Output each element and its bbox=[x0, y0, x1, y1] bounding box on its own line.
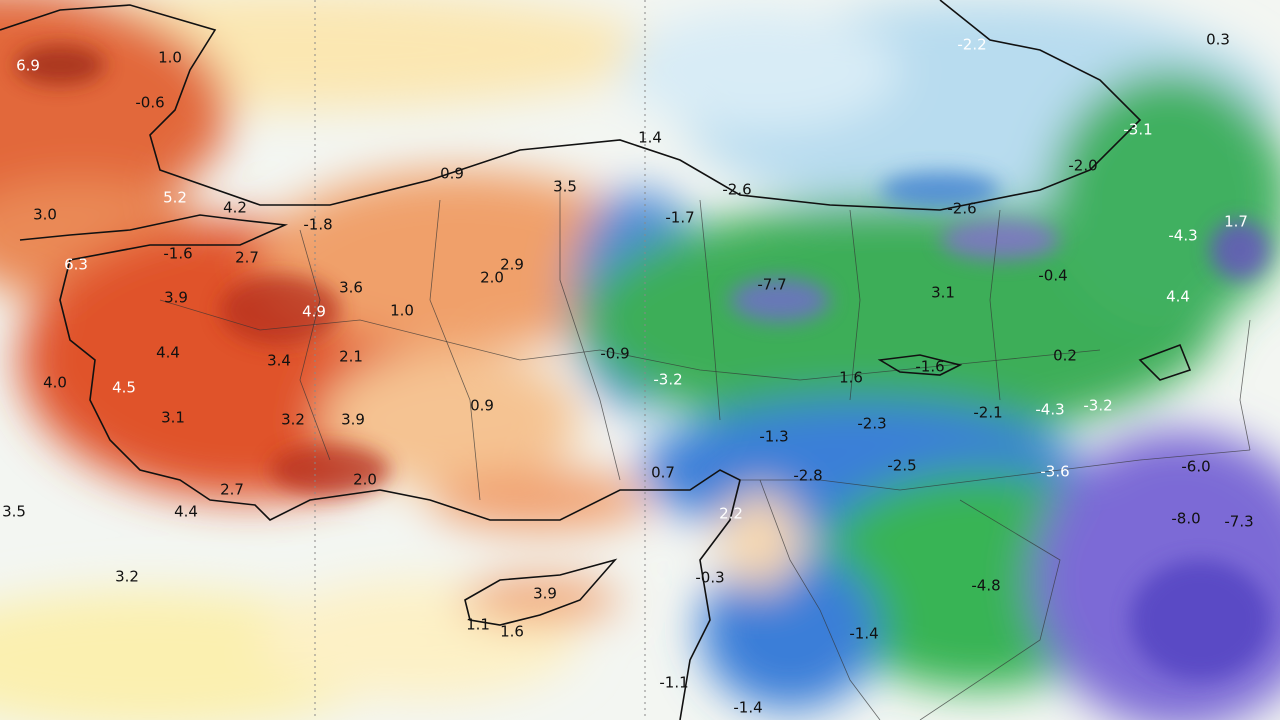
coastline bbox=[19, 214, 741, 720]
anomaly-value: -2.8 bbox=[793, 467, 822, 485]
graticule bbox=[314, 0, 646, 720]
anomaly-value: -4.3 bbox=[1035, 401, 1064, 419]
anomaly-value: 4.2 bbox=[223, 199, 247, 217]
anomaly-value: 0.2 bbox=[1053, 347, 1077, 365]
anomaly-value: -3.2 bbox=[653, 371, 682, 389]
anomaly-value: 2.7 bbox=[220, 481, 244, 499]
anomaly-value: 0.9 bbox=[470, 397, 494, 415]
anomaly-value: -1.4 bbox=[849, 625, 878, 643]
anomaly-value: -4.8 bbox=[971, 577, 1000, 595]
anomaly-value: 3.5 bbox=[553, 178, 577, 196]
anomaly-value: -2.6 bbox=[947, 200, 976, 218]
anomaly-value: -2.1 bbox=[973, 404, 1002, 422]
anomaly-value: 4.4 bbox=[174, 503, 198, 521]
anomaly-value: 4.5 bbox=[112, 379, 136, 397]
anomaly-value: 5.2 bbox=[163, 189, 187, 207]
anomaly-value: 3.6 bbox=[339, 279, 363, 297]
anomaly-value: -2.6 bbox=[722, 181, 751, 199]
anomaly-value: -2.0 bbox=[1068, 157, 1097, 175]
coastline bbox=[0, 0, 1142, 211]
anomaly-value: -1.1 bbox=[659, 674, 688, 692]
anomaly-value: 6.9 bbox=[16, 57, 40, 75]
anomaly-cells bbox=[15, 45, 1270, 680]
anomaly-value: -3.2 bbox=[1083, 397, 1112, 415]
anomaly-value: 2.0 bbox=[353, 471, 377, 489]
anomaly-value: -1.3 bbox=[759, 428, 788, 446]
border bbox=[919, 499, 1061, 720]
anomaly-value: 4.4 bbox=[156, 344, 180, 362]
border bbox=[159, 299, 1101, 381]
anomaly-value: -6.0 bbox=[1181, 458, 1210, 476]
anomaly-value: 3.5 bbox=[2, 503, 26, 521]
anomaly-value: 1.6 bbox=[500, 623, 524, 641]
anomaly-value: 3.4 bbox=[267, 352, 291, 370]
island-coast bbox=[464, 558, 618, 626]
anomaly-value: -0.3 bbox=[695, 569, 724, 587]
border bbox=[759, 479, 881, 720]
anomaly-value: 3.1 bbox=[931, 284, 955, 302]
anomaly-value: 6.3 bbox=[64, 256, 88, 274]
anomaly-value: 0.3 bbox=[1206, 31, 1230, 49]
anomaly-value: 2.7 bbox=[235, 249, 259, 267]
anomaly-value: -4.3 bbox=[1168, 227, 1197, 245]
anomaly-value: 1.4 bbox=[638, 129, 662, 147]
anomaly-value: 4.4 bbox=[1166, 288, 1190, 306]
anomaly-value: 0.9 bbox=[440, 165, 464, 183]
anomaly-value: -2.3 bbox=[857, 415, 886, 433]
anomaly-value: 3.2 bbox=[281, 411, 305, 429]
province-borders bbox=[299, 180, 1001, 501]
anomaly-value: 4.9 bbox=[302, 303, 326, 321]
anomaly-value: 1.1 bbox=[466, 616, 490, 634]
anomaly-value: -2.5 bbox=[887, 457, 916, 475]
boundaries bbox=[0, 0, 1251, 720]
lake bbox=[877, 343, 1192, 381]
anomaly-value: 3.2 bbox=[115, 568, 139, 586]
anomaly-value: 2.1 bbox=[339, 348, 363, 366]
anomaly-value: 3.9 bbox=[533, 585, 557, 603]
anomaly-value: -1.7 bbox=[665, 209, 694, 227]
anomaly-value: 3.9 bbox=[341, 411, 365, 429]
anomaly-value: 2.9 bbox=[500, 256, 524, 274]
anomaly-value: 3.0 bbox=[33, 206, 57, 224]
anomaly-value: -1.6 bbox=[163, 245, 192, 263]
anomaly-value: 3.9 bbox=[164, 289, 188, 307]
anomaly-value: 1.6 bbox=[839, 369, 863, 387]
border bbox=[1239, 319, 1251, 451]
anomaly-value: -1.4 bbox=[733, 699, 762, 717]
anomaly-value: -0.4 bbox=[1038, 267, 1067, 285]
anomaly-value: 1.7 bbox=[1224, 213, 1248, 231]
anomaly-value: 0.7 bbox=[651, 464, 675, 482]
anomaly-value: -0.9 bbox=[600, 345, 629, 363]
anomaly-value: 1.0 bbox=[158, 49, 182, 67]
anomaly-value: 2.2 bbox=[719, 505, 743, 523]
anomaly-value: -7.3 bbox=[1224, 513, 1253, 531]
anomaly-value: -2.2 bbox=[957, 36, 986, 54]
anomaly-value: -1.8 bbox=[303, 216, 332, 234]
anomaly-value: -1.6 bbox=[915, 358, 944, 376]
anomaly-labels: 6.9 1.0 -0.6 5.2 4.2 3.0 -1.8 0.9 3.5 1.4 -2.2 0.3 -… bbox=[2, 31, 1254, 717]
anomaly-value: -0.6 bbox=[135, 94, 164, 112]
anomaly-value: 4.0 bbox=[43, 374, 67, 392]
anomaly-value: 1.0 bbox=[390, 302, 414, 320]
anomaly-value: -3.6 bbox=[1040, 463, 1069, 481]
anomaly-value: -7.7 bbox=[757, 276, 786, 294]
anomaly-value: -8.0 bbox=[1171, 510, 1200, 528]
border bbox=[740, 449, 1251, 491]
anomaly-value: -3.1 bbox=[1123, 121, 1152, 139]
anomaly-value: 2.0 bbox=[480, 269, 504, 287]
anomaly-value: 3.1 bbox=[161, 409, 185, 427]
